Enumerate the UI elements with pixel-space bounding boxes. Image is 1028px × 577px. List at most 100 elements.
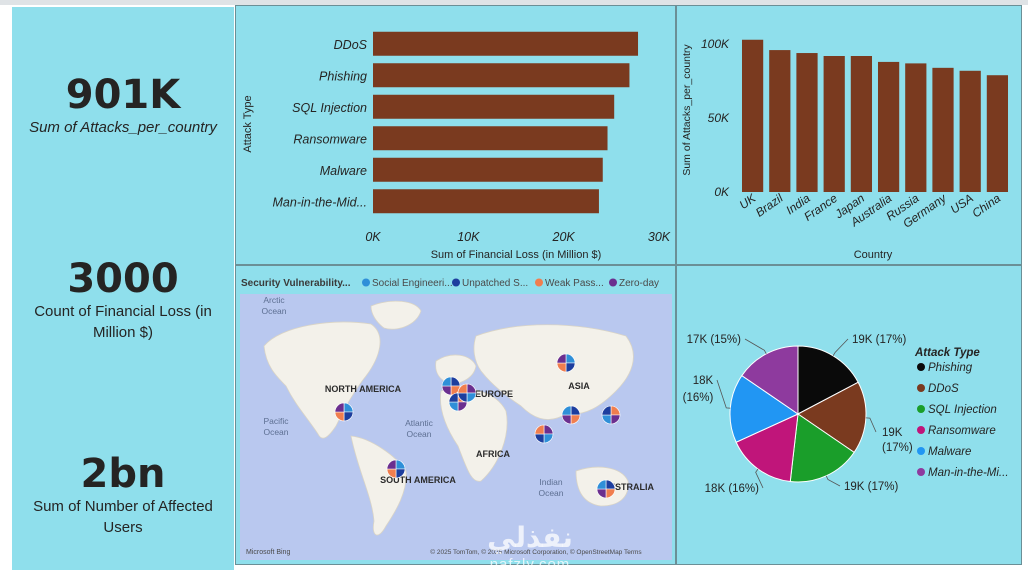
map-brand: Microsoft Bing [246, 549, 290, 556]
map-legend-label[interactable]: Social Engineeri... [372, 278, 453, 289]
bar-x-tick: 20K [552, 230, 576, 244]
pie-slice-3[interactable] [735, 413, 799, 483]
bar-1[interactable] [373, 63, 630, 88]
pie-leader-line [744, 338, 767, 355]
map-legend-dot [609, 278, 617, 287]
column-9[interactable] [986, 75, 1009, 192]
map-pie-marker[interactable] [386, 459, 406, 479]
column-4[interactable] [850, 56, 873, 192]
pie-legend-item[interactable]: Man-in-the-Mi... [928, 467, 1009, 479]
map-pie-slice [386, 459, 397, 470]
col-category-label: Brazil [753, 191, 786, 220]
label-indian-ocean: Indian [539, 477, 562, 487]
map-pie-slice [556, 353, 567, 364]
pie-label-sql-injection: 19K (17%) [844, 481, 899, 493]
map-pie-slice [534, 424, 545, 435]
pie-label-ransomware: 18K (16%) [705, 483, 760, 495]
column-7[interactable] [932, 67, 954, 192]
financial-loss-bar-chart[interactable]: DDoS Phishing SQL Injection Ransomware Malwa… [235, 5, 676, 265]
bar-x-tick: 10K [457, 230, 480, 244]
bar-0[interactable] [373, 31, 639, 56]
column-6[interactable] [905, 63, 927, 193]
label-australia: AUSTRALIA [602, 482, 654, 492]
label-pacific-ocean-2: Ocean [263, 427, 288, 437]
label-arctic-ocean: Arctic [263, 295, 285, 305]
pie-legend-item[interactable]: SQL Injection [928, 404, 997, 416]
map-pie-marker[interactable] [334, 402, 354, 422]
map-pie-marker[interactable] [556, 353, 576, 373]
bar-3[interactable] [373, 126, 608, 151]
label-pacific-ocean: Pacific [263, 416, 289, 426]
pie-label-mitm: 17K (15%) [687, 334, 742, 346]
pie-legend-item[interactable]: DDoS [928, 383, 959, 395]
map-pie-marker[interactable] [534, 424, 554, 444]
map-pie-marker[interactable] [596, 479, 616, 499]
bar-5[interactable] [373, 189, 599, 214]
map-legend-dot [452, 278, 460, 287]
bar-category-label: Ransomware [293, 132, 367, 146]
pie-legend-title: Attack Type [914, 347, 980, 359]
attacks-per-country-chart[interactable]: 0K 50K 100K UK Brazil India France Japan Austral… [676, 5, 1022, 265]
watermark-arabic: نفذلي [487, 521, 573, 554]
label-arctic-ocean-2: Ocean [261, 306, 286, 316]
pie-leader-line [825, 475, 841, 487]
kpi-affected-users[interactable]: 2bn Sum of Number of Affected Users [12, 452, 234, 538]
bar-category-label: SQL Injection [292, 101, 367, 115]
map-pie-slice [596, 479, 607, 490]
map-legend-label[interactable]: Zero-day [619, 278, 659, 289]
attack-type-pie-chart[interactable]: 19K (17%) 19K (17%) 19K (17%) 18K (16%) 18K (1… [676, 265, 1022, 565]
map-svg: Security Vulnerability... Social Engineer… [240, 278, 672, 560]
kpi-financial-loss[interactable]: 3000 Count of Financial Loss (in Million… [12, 257, 234, 343]
column-5[interactable] [877, 61, 900, 193]
label-atlantic-ocean: Atlantic [405, 418, 434, 428]
pie-label-ddos-pct: (17%) [882, 442, 913, 454]
pie-slice-2[interactable] [789, 413, 855, 483]
kpi-affected-users-value: 2bn [80, 451, 166, 497]
pie-label-phishing: 19K (17%) [852, 334, 907, 346]
map-legend-label[interactable]: Unpatched S... [462, 278, 528, 289]
pie-leader-line [755, 468, 764, 489]
pie-legend-item[interactable]: Phishing [928, 362, 973, 374]
map-landmass-3 [435, 354, 477, 385]
map-pie-marker[interactable] [441, 376, 461, 396]
bar-4[interactable] [373, 157, 603, 182]
pie-slice-0[interactable] [797, 345, 859, 415]
pie-slice-5[interactable] [741, 345, 799, 415]
bar-x-axis-title: Sum of Financial Loss (in Million $) [431, 249, 602, 261]
map-pie-marker[interactable] [601, 405, 621, 425]
column-2[interactable] [796, 53, 818, 192]
pie-label-malware-value: 18K [693, 375, 714, 387]
map-pie-marker[interactable] [457, 383, 477, 403]
map-pie-slice [441, 376, 452, 387]
kpi-affected-users-label: Sum of Number of Affected Users [33, 498, 213, 536]
pie-leader-line [865, 417, 877, 433]
column-1[interactable] [769, 50, 791, 192]
pie-label-malware-pct: (16%) [683, 392, 714, 404]
kpi-financial-loss-value: 3000 [67, 256, 179, 302]
pie-chart-svg: 19K (17%) 19K (17%) 19K (17%) 18K (16%) 18K (1… [683, 334, 1009, 495]
map-pie-slice [334, 402, 345, 413]
bar-y-axis-title: Attack Type [242, 95, 254, 152]
pie-legend-dot [917, 405, 925, 413]
column-8[interactable] [959, 70, 981, 192]
col-y-tick: 100K [701, 37, 730, 51]
pie-leader-line [832, 338, 849, 356]
bar-2[interactable] [373, 94, 615, 119]
map-legend-dot [362, 278, 370, 287]
column-3[interactable] [823, 56, 845, 192]
kpi-attacks[interactable]: 901K Sum of Attacks_per_country [12, 73, 234, 138]
watermark-logo: نفذلي nafzly.com [487, 521, 573, 573]
pie-legend-item[interactable]: Malware [928, 446, 971, 458]
vulnerability-map[interactable]: Security Vulnerability... Social Engineer… [235, 265, 676, 565]
pie-leader-line [716, 379, 731, 409]
bar-x-tick: 0K [365, 230, 381, 244]
bar-category-label: Phishing [319, 69, 367, 83]
label-europe: EUROPE [475, 389, 513, 399]
pie-legend-item[interactable]: Ransomware [928, 425, 996, 437]
map-legend-label[interactable]: Weak Pass... [545, 278, 604, 289]
pie-legend-dot [917, 426, 925, 434]
pie-slice-4[interactable] [729, 374, 800, 443]
column-0[interactable] [741, 39, 764, 192]
pie-slice-1[interactable] [797, 381, 867, 454]
map-pie-marker[interactable] [561, 405, 581, 425]
